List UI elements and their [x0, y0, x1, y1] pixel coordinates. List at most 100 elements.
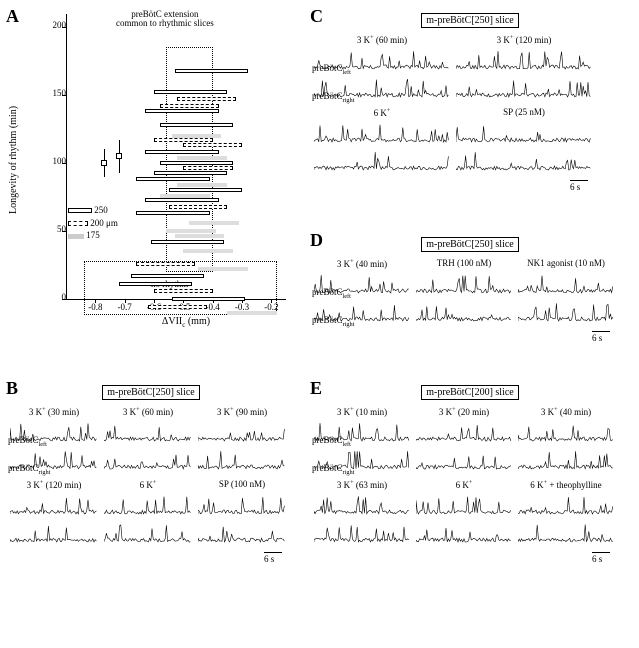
scalebar-label: 6 s — [592, 554, 602, 564]
condition-label: 3 K+ (63 min) — [314, 479, 410, 490]
trace — [198, 490, 286, 516]
trace — [416, 518, 512, 544]
trace — [198, 518, 286, 544]
panel-b: B m-preBötC[250] slice 3 K+ (30 min) 3 K+… — [6, 378, 296, 638]
longevity-bar — [177, 156, 227, 160]
longevity-bar — [227, 311, 277, 315]
trace — [416, 417, 512, 443]
annot-top: preBötC extension common to rhythmic sli… — [116, 10, 214, 29]
panel-b-label: B — [6, 378, 18, 399]
longevity-bar — [154, 90, 227, 94]
trace — [456, 45, 592, 71]
panel-c: C m-preBötC[250] slice 3 K+ (60 min)3 K+… — [310, 6, 630, 206]
condition-label: SP (25 nM) — [456, 107, 592, 118]
longevity-bar — [154, 171, 227, 175]
ylabel: Longevity of rhythm (min) — [8, 14, 19, 214]
side-label: preBötCright — [312, 463, 354, 476]
longevity-bar — [160, 123, 233, 127]
longevity-bar — [189, 221, 239, 225]
trace — [518, 490, 614, 516]
trace — [10, 490, 98, 516]
condition-label: 3 K+ (120 min) — [456, 34, 592, 45]
longevity-bar — [183, 143, 242, 147]
longevity-bar — [169, 188, 242, 192]
ytick: 0 — [36, 292, 66, 302]
panel-d-label: D — [310, 230, 323, 251]
trace — [104, 490, 192, 516]
longevity-bar — [160, 104, 219, 108]
panel-e-label: E — [310, 378, 322, 399]
side-label: preBötCright — [312, 91, 354, 104]
scalebar-label: 6 s — [592, 333, 602, 343]
longevity-bar — [145, 150, 218, 154]
panel-d-title: m-preBötC[250] slice — [421, 237, 518, 252]
trace — [416, 269, 512, 295]
condition-label: 3 K+ (20 min) — [416, 406, 512, 417]
panel-c-title: m-preBötC[250] slice — [421, 13, 518, 28]
panel-e-title: m-preBötC[200] slice — [421, 385, 518, 400]
longevity-bar — [175, 234, 225, 238]
trace — [314, 490, 410, 516]
condition-label: SP (100 nM) — [198, 479, 286, 490]
trace — [104, 518, 192, 544]
panel-b-title: m-preBötC[250] slice — [102, 385, 199, 400]
condition-label: 6 K+ — [416, 479, 512, 490]
longevity-bar — [154, 138, 213, 142]
condition-label: 3 K+ (60 min) — [314, 34, 450, 45]
trace — [416, 445, 512, 471]
trace — [416, 297, 512, 323]
longevity-bar — [145, 109, 218, 113]
trace — [104, 445, 192, 471]
condition-label: 3 K+ (90 min) — [198, 406, 286, 417]
trace — [416, 490, 512, 516]
side-label: preBötCright — [312, 315, 354, 328]
longevity-bar — [154, 289, 213, 293]
ytick: 100 — [36, 156, 66, 166]
condition-label: 3 K+ (30 min) — [10, 406, 98, 417]
condition-label: 3 K+ (60 min) — [104, 406, 192, 417]
scalebar-label: 6 s — [264, 554, 274, 564]
longevity-bar — [166, 229, 216, 233]
trace — [314, 118, 450, 144]
trace — [518, 445, 614, 471]
condition-label: 3 K+ (40 min) — [314, 258, 410, 269]
ytick: 200 — [36, 20, 66, 30]
condition-label: NK1 agonist (10 nM) — [518, 258, 614, 269]
longevity-bar — [136, 177, 209, 181]
ytick: 150 — [36, 88, 66, 98]
longevity-bar — [136, 262, 195, 266]
scalebar-label: 6 s — [570, 182, 580, 192]
trace — [518, 417, 614, 443]
longevity-bar — [160, 161, 233, 165]
condition-label: 3 K+ (120 min) — [10, 479, 98, 490]
trace — [518, 518, 614, 544]
panel-e: E m-preBötC[200] slice 3 K+ (10 min)3 K+… — [310, 378, 630, 638]
trace — [518, 297, 614, 323]
condition-label: 6 K+ — [104, 479, 192, 490]
longevity-bar — [198, 267, 248, 271]
longevity-bar — [183, 249, 233, 253]
longevity-bar — [172, 297, 245, 301]
longevity-bar — [148, 305, 207, 309]
legend: 250 200 μm 175 — [68, 204, 118, 242]
trace — [198, 445, 286, 471]
trace — [198, 417, 286, 443]
trace — [456, 118, 592, 144]
panel-a: A 0 50 100 150 200 -0.8-0.7-0.6-0.5-0.4-… — [6, 6, 286, 336]
trace — [456, 146, 592, 172]
panel-d: D m-preBötC[250] slice 3 K+ (40 min) TRH … — [310, 230, 630, 360]
trace — [456, 73, 592, 99]
condition-label: TRH (100 nM) — [416, 258, 512, 269]
longevity-bar — [145, 198, 218, 202]
longevity-bar — [175, 69, 248, 73]
condition-label: 6 K+ — [314, 107, 450, 118]
trace — [518, 269, 614, 295]
longevity-bar — [177, 97, 236, 101]
xlabel: ΔVIIc (mm) — [126, 316, 246, 329]
trace — [314, 146, 450, 172]
longevity-bar — [119, 282, 192, 286]
condition-label: 6 K+ + theophylline — [518, 479, 614, 490]
trace — [314, 518, 410, 544]
side-label: preBötCright — [8, 463, 50, 476]
condition-label: 3 K+ (40 min) — [518, 406, 614, 417]
